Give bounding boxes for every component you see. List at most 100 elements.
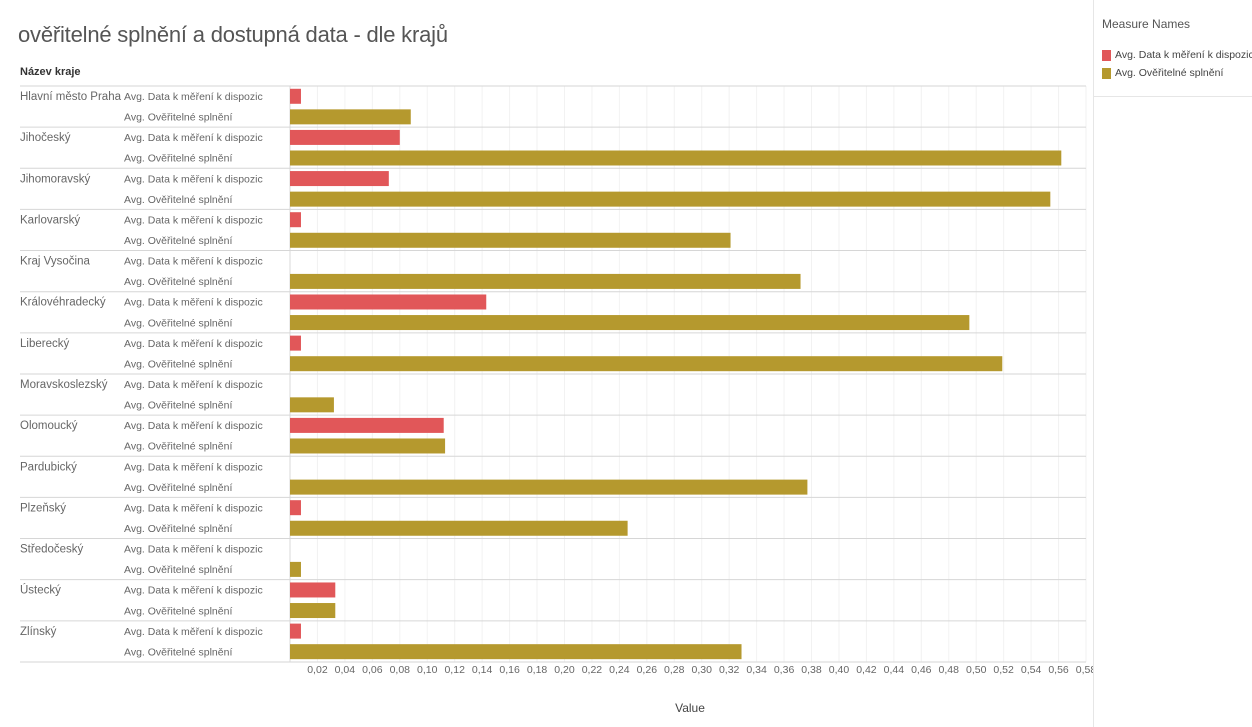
bar-data[interactable]	[290, 294, 486, 309]
x-tick-label: 0,10	[417, 664, 438, 676]
legend-swatch-gold	[1102, 68, 1111, 79]
category-label: Karlovarský	[20, 214, 80, 226]
category-label: Moravskoslezský	[20, 379, 108, 391]
legend-divider	[1094, 96, 1252, 97]
x-tick-label: 0,28	[664, 664, 685, 676]
bar-splneni[interactable]	[290, 603, 335, 618]
x-tick-label: 0,54	[1021, 664, 1042, 676]
x-tick-label: 0,56	[1048, 664, 1069, 676]
x-tick-label: 0,02	[307, 664, 328, 676]
measure-label: Avg. Ověřitelné splnění	[124, 112, 232, 124]
bar-data[interactable]	[290, 624, 301, 639]
bar-splneni[interactable]	[290, 274, 801, 289]
bar-data[interactable]	[290, 171, 389, 186]
bar-splneni[interactable]	[290, 109, 411, 124]
measure-label: Avg. Data k měření k dispozic	[124, 91, 263, 103]
x-tick-label: 0,48	[939, 664, 960, 676]
measure-label: Avg. Ověřitelné splnění	[124, 400, 232, 412]
legend-swatch-red	[1102, 50, 1111, 61]
x-tick-label: 0,24	[609, 664, 630, 676]
measure-label: Avg. Ověřitelné splnění	[124, 194, 232, 206]
x-axis-label: Value	[675, 701, 705, 715]
measure-label: Avg. Data k měření k dispozic	[124, 338, 263, 350]
bar-splneni[interactable]	[290, 438, 445, 453]
bar-data[interactable]	[290, 130, 400, 145]
category-label: Liberecký	[20, 338, 69, 350]
x-tick-label: 0,40	[829, 664, 850, 676]
x-tick-label: 0,38	[801, 664, 822, 676]
x-tick-label: 0,16	[499, 664, 520, 676]
category-label: Plzeňský	[20, 502, 66, 514]
legend-label: Avg. Data k měření k dispozic	[1115, 49, 1252, 61]
measure-label: Avg. Data k měření k dispozic	[124, 461, 263, 473]
measure-label: Avg. Ověřitelné splnění	[124, 646, 232, 658]
x-tick-label: 0,12	[444, 664, 465, 676]
x-tick-label: 0,36	[774, 664, 795, 676]
x-tick-label: 0,58	[1076, 664, 1093, 676]
category-label: Jihomoravský	[20, 173, 91, 185]
bar-splneni[interactable]	[290, 480, 807, 495]
measure-label: Avg. Ověřitelné splnění	[124, 523, 232, 535]
x-tick-label: 0,26	[637, 664, 658, 676]
x-tick-label: 0,34	[746, 664, 767, 676]
legend-item-data[interactable]: Avg. Data k měření k dispozic	[1102, 48, 1252, 62]
x-tick-label: 0,50	[966, 664, 987, 676]
measure-label: Avg. Data k měření k dispozic	[124, 214, 263, 226]
measure-label: Avg. Data k měření k dispozic	[124, 297, 263, 309]
bar-splneni[interactable]	[290, 644, 742, 659]
x-tick-label: 0,46	[911, 664, 932, 676]
x-tick-label: 0,32	[719, 664, 740, 676]
bar-chart: Hlavní město Praha Avg. Data k měření k d…	[0, 0, 1093, 727]
category-label: Ústecký	[20, 584, 61, 597]
category-label: Kraj Vysočina	[20, 256, 90, 268]
x-tick-label: 0,22	[582, 664, 603, 676]
row-labels: Hlavní město Praha Avg. Data k měření k d…	[20, 91, 263, 658]
legend-title: Measure Names	[1102, 17, 1190, 31]
bar-data[interactable]	[290, 212, 301, 227]
bar-splneni[interactable]	[290, 315, 969, 330]
measure-label: Avg. Data k měření k dispozic	[124, 379, 263, 391]
x-tick-label: 0,14	[472, 664, 493, 676]
bar-data[interactable]	[290, 89, 301, 104]
x-tick-label: 0,20	[554, 664, 575, 676]
measure-label: Avg. Data k měření k dispozic	[124, 420, 263, 432]
category-label: Olomoucký	[20, 420, 78, 432]
measure-label: Avg. Data k měření k dispozic	[124, 132, 263, 144]
bar-data[interactable]	[290, 418, 444, 433]
bar-splneni[interactable]	[290, 356, 1002, 371]
bar-data[interactable]	[290, 500, 301, 515]
category-label: Hlavní město Praha	[20, 91, 122, 103]
bar-data[interactable]	[290, 582, 335, 597]
x-tick-label: 0,04	[335, 664, 356, 676]
measure-label: Avg. Ověřitelné splnění	[124, 358, 232, 370]
measure-label: Avg. Ověřitelné splnění	[124, 564, 232, 576]
x-tick-label: 0,30	[692, 664, 713, 676]
bar-splneni[interactable]	[290, 562, 301, 577]
measure-label: Avg. Data k měření k dispozic	[124, 173, 263, 185]
x-tick-label: 0,42	[856, 664, 877, 676]
x-tick-label: 0,44	[884, 664, 905, 676]
measure-label: Avg. Data k měření k dispozic	[124, 626, 263, 638]
legend-item-splneni[interactable]: Avg. Ověřitelné splnění	[1102, 66, 1223, 80]
bar-splneni[interactable]	[290, 150, 1061, 165]
measure-label: Avg. Ověřitelné splnění	[124, 441, 232, 453]
measure-label: Avg. Ověřitelné splnění	[124, 276, 232, 288]
measure-label: Avg. Data k měření k dispozic	[124, 544, 263, 556]
bar-data[interactable]	[290, 336, 301, 351]
measure-label: Avg. Ověřitelné splnění	[124, 317, 232, 329]
measure-label: Avg. Data k měření k dispozic	[124, 256, 263, 268]
x-tick-label: 0,18	[527, 664, 548, 676]
x-tick-label: 0,08	[390, 664, 411, 676]
x-tick-label: 0,52	[993, 664, 1014, 676]
category-label: Královéhradecký	[20, 297, 106, 309]
measure-label: Avg. Ověřitelné splnění	[124, 153, 232, 165]
bar-splneni[interactable]	[290, 233, 731, 248]
bar-splneni[interactable]	[290, 192, 1050, 207]
bar-splneni[interactable]	[290, 397, 334, 412]
category-label: Středočeský	[20, 544, 84, 556]
measure-label: Avg. Ověřitelné splnění	[124, 235, 232, 247]
measure-label: Avg. Data k měření k dispozic	[124, 585, 263, 597]
measure-label: Avg. Ověřitelné splnění	[124, 482, 232, 494]
measure-label: Avg. Data k měření k dispozic	[124, 502, 263, 514]
bar-splneni[interactable]	[290, 521, 628, 536]
